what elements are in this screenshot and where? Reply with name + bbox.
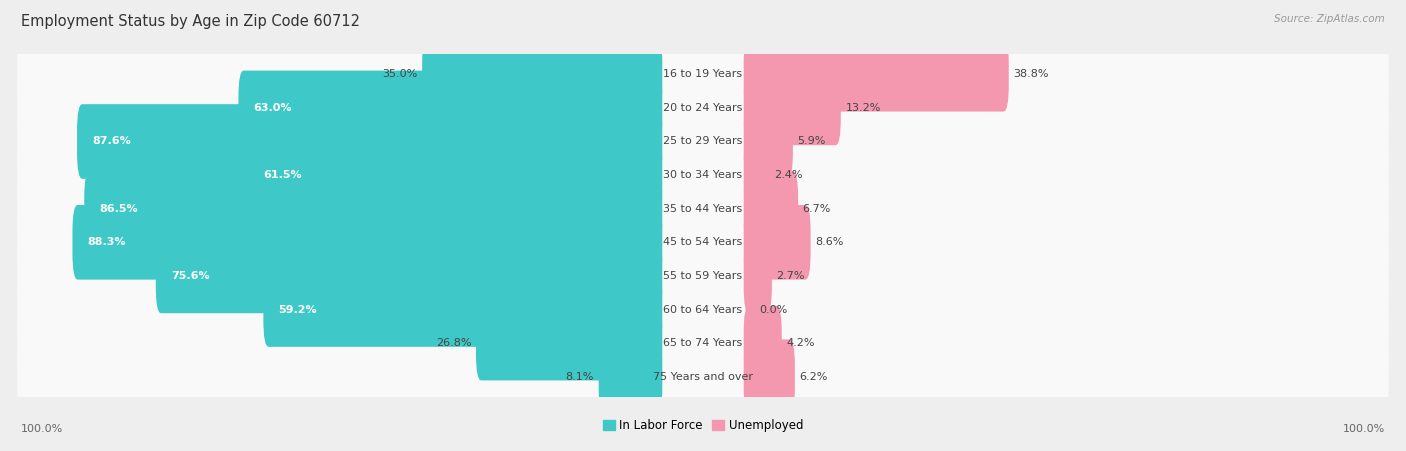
FancyBboxPatch shape xyxy=(744,239,772,313)
FancyBboxPatch shape xyxy=(17,244,1389,375)
Text: 26.8%: 26.8% xyxy=(436,338,471,348)
Text: 2.4%: 2.4% xyxy=(775,170,803,180)
FancyBboxPatch shape xyxy=(156,239,662,313)
Text: 4.2%: 4.2% xyxy=(786,338,815,348)
FancyBboxPatch shape xyxy=(17,9,1389,140)
Text: 20 to 24 Years: 20 to 24 Years xyxy=(664,103,742,113)
Text: 5.9%: 5.9% xyxy=(797,137,825,147)
FancyBboxPatch shape xyxy=(263,272,662,347)
FancyBboxPatch shape xyxy=(73,205,662,280)
Text: Source: ZipAtlas.com: Source: ZipAtlas.com xyxy=(1274,14,1385,23)
FancyBboxPatch shape xyxy=(744,340,794,414)
Text: 86.5%: 86.5% xyxy=(100,204,138,214)
Text: 59.2%: 59.2% xyxy=(278,304,318,314)
FancyBboxPatch shape xyxy=(239,71,662,145)
FancyBboxPatch shape xyxy=(744,71,841,145)
Text: 2.7%: 2.7% xyxy=(776,271,806,281)
Text: Employment Status by Age in Zip Code 60712: Employment Status by Age in Zip Code 607… xyxy=(21,14,360,28)
FancyBboxPatch shape xyxy=(17,143,1389,274)
FancyBboxPatch shape xyxy=(17,110,1389,241)
Text: 8.6%: 8.6% xyxy=(815,237,844,247)
FancyBboxPatch shape xyxy=(17,177,1389,308)
Text: 16 to 19 Years: 16 to 19 Years xyxy=(664,69,742,79)
FancyBboxPatch shape xyxy=(249,138,662,212)
Text: 35 to 44 Years: 35 to 44 Years xyxy=(664,204,742,214)
FancyBboxPatch shape xyxy=(17,277,1389,409)
FancyBboxPatch shape xyxy=(744,104,793,179)
FancyBboxPatch shape xyxy=(744,37,1008,111)
FancyBboxPatch shape xyxy=(17,42,1389,174)
Text: 75.6%: 75.6% xyxy=(172,271,209,281)
FancyBboxPatch shape xyxy=(17,210,1389,341)
Text: 55 to 59 Years: 55 to 59 Years xyxy=(664,271,742,281)
FancyBboxPatch shape xyxy=(17,311,1389,442)
Text: 35.0%: 35.0% xyxy=(382,69,418,79)
Text: 65 to 74 Years: 65 to 74 Years xyxy=(664,338,742,348)
FancyBboxPatch shape xyxy=(422,37,662,111)
Text: 6.2%: 6.2% xyxy=(800,372,828,382)
FancyBboxPatch shape xyxy=(77,104,662,179)
Text: 0.0%: 0.0% xyxy=(759,304,787,314)
Text: 100.0%: 100.0% xyxy=(21,424,63,434)
Text: 13.2%: 13.2% xyxy=(845,103,880,113)
FancyBboxPatch shape xyxy=(744,138,770,212)
Text: 25 to 29 Years: 25 to 29 Years xyxy=(664,137,742,147)
Text: 60 to 64 Years: 60 to 64 Years xyxy=(664,304,742,314)
FancyBboxPatch shape xyxy=(599,340,662,414)
Text: 38.8%: 38.8% xyxy=(1014,69,1049,79)
FancyBboxPatch shape xyxy=(744,171,799,246)
Text: 100.0%: 100.0% xyxy=(1343,424,1385,434)
Text: 30 to 34 Years: 30 to 34 Years xyxy=(664,170,742,180)
FancyBboxPatch shape xyxy=(744,306,782,380)
Text: 61.5%: 61.5% xyxy=(263,170,302,180)
Text: 87.6%: 87.6% xyxy=(93,137,131,147)
FancyBboxPatch shape xyxy=(477,306,662,380)
FancyBboxPatch shape xyxy=(84,171,662,246)
Text: 45 to 54 Years: 45 to 54 Years xyxy=(664,237,742,247)
Legend: In Labor Force, Unemployed: In Labor Force, Unemployed xyxy=(603,419,803,432)
Text: 6.7%: 6.7% xyxy=(803,204,831,214)
Text: 75 Years and over: 75 Years and over xyxy=(652,372,754,382)
FancyBboxPatch shape xyxy=(17,76,1389,207)
FancyBboxPatch shape xyxy=(744,205,811,280)
Text: 8.1%: 8.1% xyxy=(565,372,595,382)
Text: 63.0%: 63.0% xyxy=(253,103,292,113)
Text: 88.3%: 88.3% xyxy=(87,237,127,247)
